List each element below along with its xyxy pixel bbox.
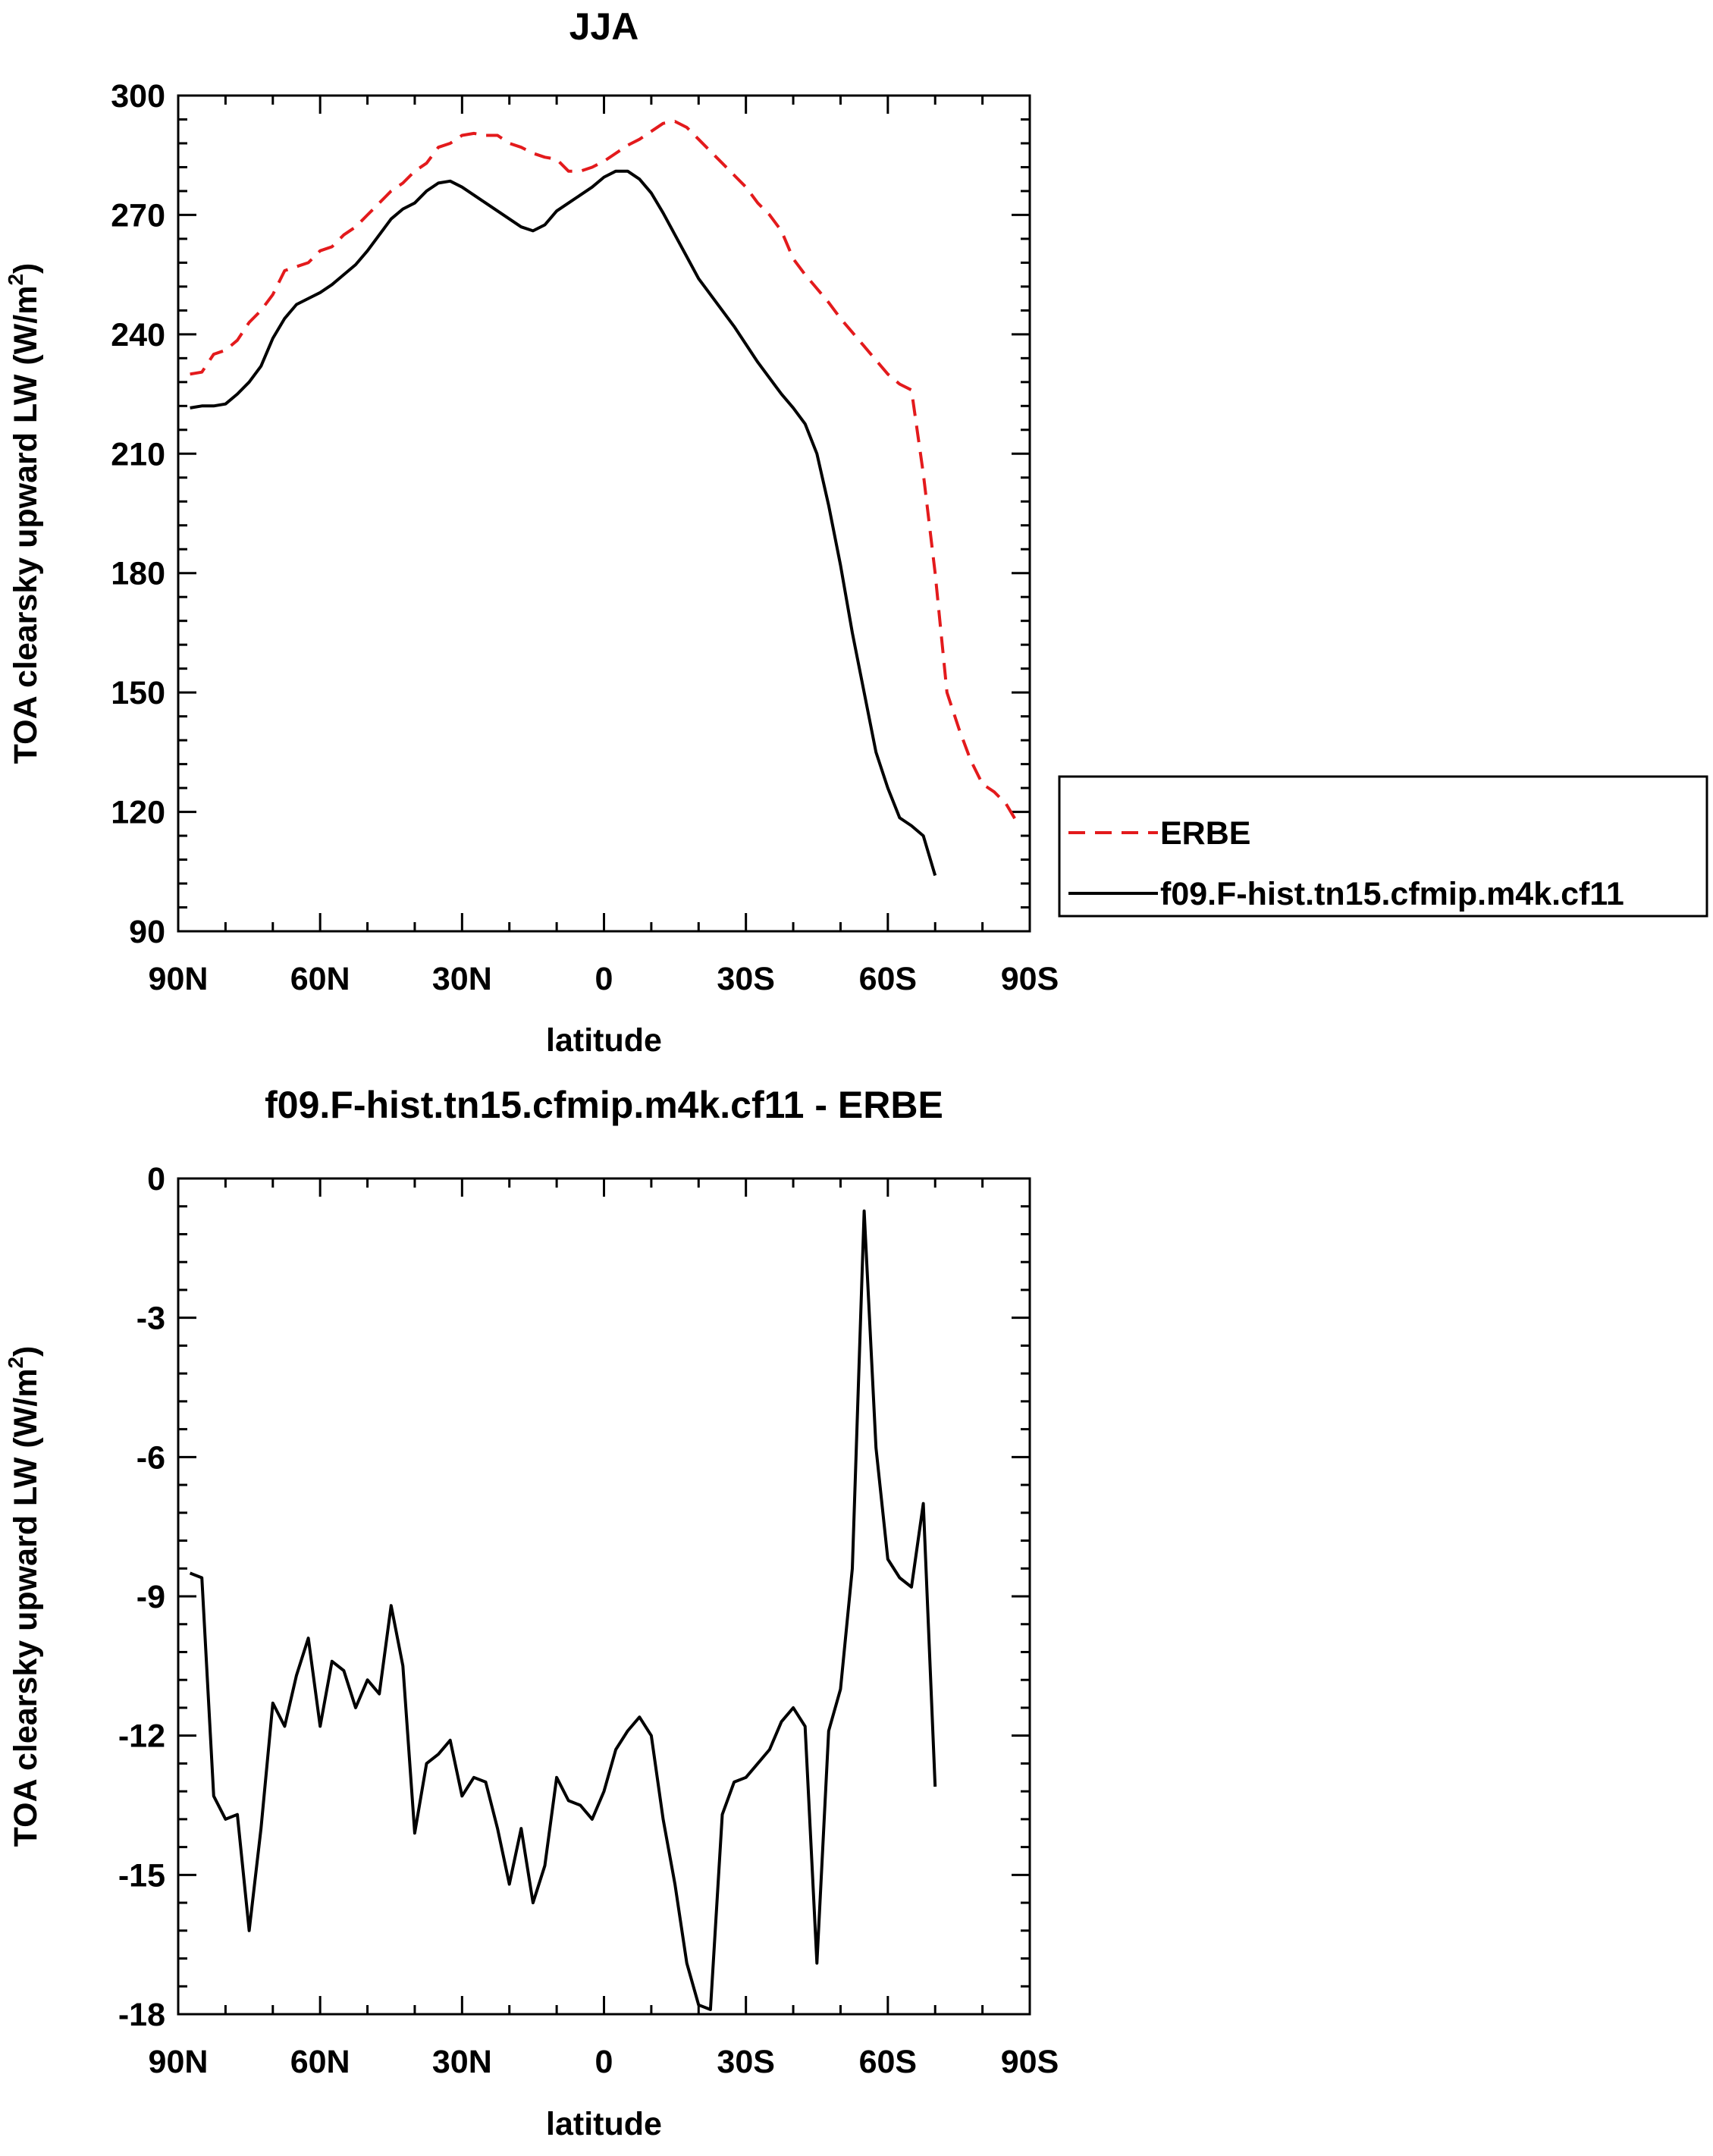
chart-title: f09.F-hist.tn15.cfmip.m4k.cf11 - ERBE: [265, 1084, 943, 1126]
y-axis-label-superscript: 2: [4, 1357, 27, 1369]
chart-title: JJA: [569, 5, 639, 48]
x-tick-label: 30N: [432, 961, 492, 997]
x-axis-label: latitude: [546, 2106, 662, 2142]
y-tick-label: 0: [147, 1161, 165, 1197]
y-tick-label: 90: [129, 914, 165, 950]
x-tick-label: 60N: [290, 2044, 350, 2080]
legend: ERBE f09.F-hist.tn15.cfmip.m4k.cf11: [1058, 775, 1708, 918]
y-tick-label: 240: [111, 317, 165, 353]
y-tick-label: 120: [111, 795, 165, 831]
y-tick-label: 270: [111, 197, 165, 234]
y-axis-label-main: TOA clearsky upward LW (W/m: [8, 286, 44, 764]
y-tick-label: 300: [111, 78, 165, 115]
series-line-1: [189, 1209, 937, 2011]
series-line-2: [190, 169, 937, 877]
x-tick-label: 30S: [717, 2044, 775, 2080]
legend-label-1: ERBE: [1160, 815, 1250, 852]
x-axis-label: latitude: [546, 1022, 662, 1059]
x-tick-label: 90N: [149, 961, 209, 997]
y-axis-label-main: TOA clearsky upward LW (W/m: [8, 1369, 44, 1847]
y-tick-label: 210: [111, 436, 165, 472]
y-tick-label: -6: [136, 1439, 165, 1476]
y-tick-label: -15: [118, 1857, 165, 1894]
y-axis-label-close: ): [8, 263, 44, 274]
y-tick-label: -18: [118, 1997, 165, 2033]
chart-2: f09.F-hist.tn15.cfmip.m4k.cf11 - ERBE 90N…: [4, 1084, 1059, 2142]
x-tick-label: 90S: [1001, 2044, 1059, 2080]
legend-label-2: f09.F-hist.tn15.cfmip.m4k.cf11: [1160, 876, 1624, 912]
y-tick-label: 180: [111, 556, 165, 592]
x-tick-label: 0: [595, 2044, 613, 2080]
x-tick-label: 0: [595, 961, 613, 997]
series-line-1: [190, 120, 1020, 825]
x-tick-label: 90S: [1001, 961, 1059, 997]
y-axis-label-close: ): [8, 1346, 44, 1357]
y-axis-label: TOA clearsky upward LW (W/m2): [4, 263, 44, 764]
y-tick-label: -12: [118, 1718, 165, 1755]
x-tick-label: 60S: [859, 2044, 918, 2080]
y-axis-label: TOA clearsky upward LW (W/m2): [4, 1346, 44, 1847]
y-tick-label: -9: [136, 1579, 165, 1615]
y-tick-label: 150: [111, 675, 165, 711]
chart-1: JJA 90N 60N 30N 0 30S 60S 90S 300 270 240 210 180 150…: [4, 5, 1708, 1059]
y-tick-label: -3: [136, 1301, 165, 1337]
x-tick-label: 60S: [859, 961, 918, 997]
x-tick-label: 30N: [432, 2044, 492, 2080]
legend-box: [1058, 775, 1708, 918]
x-tick-label: 30S: [717, 961, 775, 997]
x-tick-label: 60N: [290, 961, 350, 997]
y-axis-label-superscript: 2: [4, 274, 27, 286]
x-tick-label: 90N: [149, 2044, 209, 2080]
